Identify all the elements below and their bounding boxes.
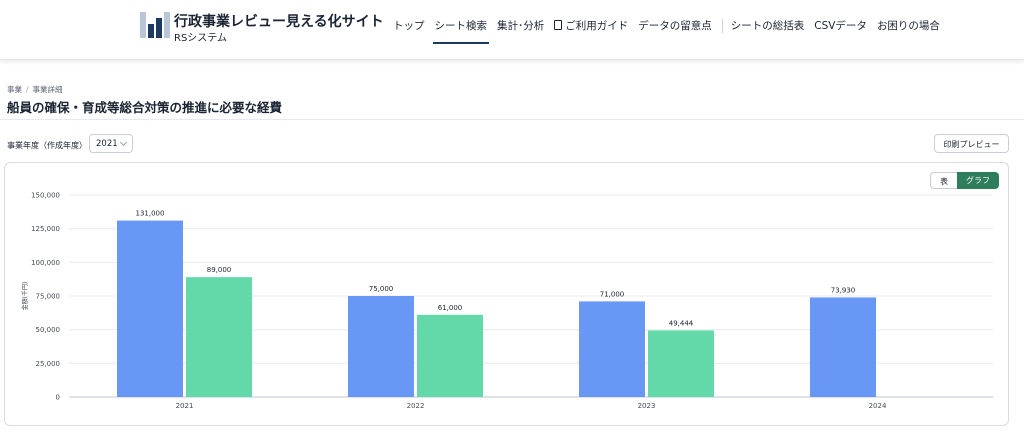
- nav-help[interactable]: お困りの場合: [876, 20, 940, 32]
- bar-series2: [648, 330, 714, 397]
- data-label: 71,000: [600, 290, 625, 298]
- y-tick-label: 50,000: [36, 326, 61, 334]
- breadcrumb-item-detail: 事業詳細: [32, 85, 63, 94]
- year-select[interactable]: 2021: [89, 134, 133, 153]
- site-title[interactable]: 行政事業レビュー見える化サイト: [174, 14, 384, 30]
- data-label: 73,930: [831, 286, 856, 294]
- year-filter-label: 事業年度（作成年度）: [7, 141, 87, 150]
- table-view-button[interactable]: 表: [930, 172, 957, 189]
- data-label: 49,444: [669, 319, 694, 327]
- nav-top[interactable]: トップ: [393, 20, 425, 32]
- site-logo-icon[interactable]: [140, 12, 170, 38]
- graph-view-button[interactable]: グラフ: [957, 172, 999, 189]
- year-select-value: 2021: [96, 139, 118, 149]
- site-subtitle: RSシステム: [174, 33, 227, 44]
- y-tick-label: 150,000: [31, 192, 60, 200]
- view-toggle: 表 グラフ: [930, 172, 999, 189]
- y-tick-label: 100,000: [31, 259, 60, 267]
- divider: [0, 119, 1024, 120]
- bar-series1: [579, 301, 645, 397]
- y-tick-label: 75,000: [36, 293, 61, 301]
- bar-series2: [186, 277, 252, 397]
- x-tick-label: 2022: [407, 402, 425, 410]
- nav-sheet-search[interactable]: シート検索: [432, 20, 489, 44]
- bar-series2: [417, 314, 483, 397]
- nav-analysis[interactable]: 集計･分析: [497, 20, 545, 32]
- x-tick-label: 2023: [638, 402, 656, 410]
- page-title: 船員の確保・育成等総合対策の推進に必要な経費: [7, 100, 283, 115]
- data-label: 131,000: [136, 210, 165, 218]
- nav-guide-label: ご利用ガイド: [565, 20, 629, 32]
- data-label: 75,000: [369, 285, 394, 293]
- document-icon: [554, 20, 563, 30]
- nav-data-notes[interactable]: データの留意点: [638, 20, 712, 32]
- data-label: 89,000: [207, 266, 232, 274]
- nav-divider: [721, 18, 723, 33]
- y-tick-label: 0: [56, 394, 60, 402]
- x-tick-label: 2024: [869, 402, 887, 410]
- y-tick-label: 125,000: [31, 225, 60, 233]
- bar-series1: [348, 296, 414, 397]
- bar-series1: [117, 220, 183, 397]
- nav-guide[interactable]: ご利用ガイド: [554, 18, 628, 33]
- breadcrumb-separator: /: [26, 85, 29, 94]
- x-tick-label: 2021: [176, 402, 194, 410]
- site-header: 行政事業レビュー見える化サイト RSシステム トップ シート検索 集計･分析 ご…: [0, 0, 1024, 60]
- y-axis-title: 金額(千円): [21, 282, 29, 311]
- print-preview-button[interactable]: 印刷プレビュー: [934, 134, 1009, 153]
- nav-summary-table[interactable]: シートの総括表: [730, 20, 805, 32]
- bar-series1: [810, 297, 876, 397]
- data-label: 61,000: [438, 304, 463, 312]
- breadcrumb-item-project[interactable]: 事業: [7, 85, 22, 94]
- y-tick-label: 25,000: [36, 360, 61, 368]
- nav-csv-data[interactable]: CSVデータ: [814, 20, 867, 32]
- breadcrumb: 事業 / 事業詳細: [7, 84, 63, 95]
- main-nav: トップ シート検索 集計･分析 ご利用ガイド データの留意点 シートの総括表 C…: [393, 18, 950, 44]
